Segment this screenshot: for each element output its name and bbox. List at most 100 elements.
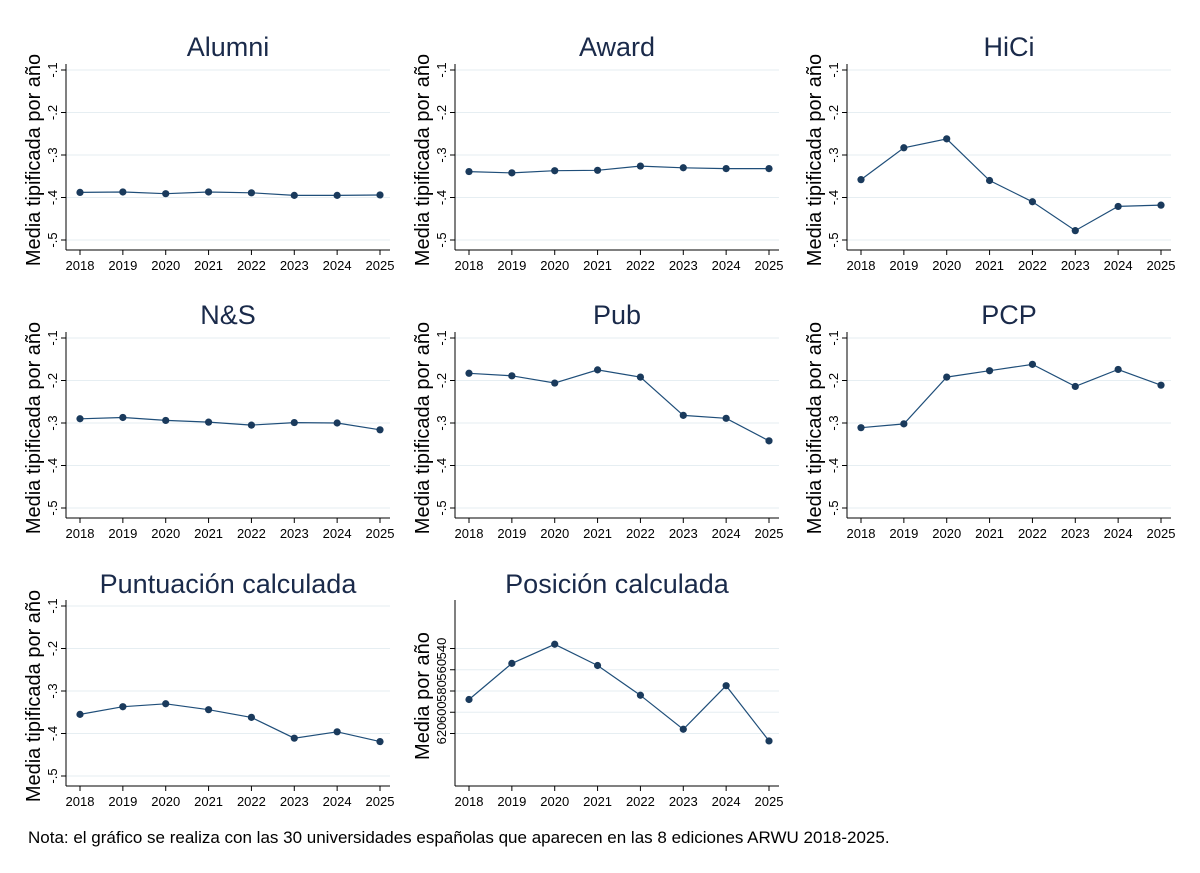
y-axis-label: Media tipificada por año <box>23 590 45 802</box>
data-point <box>551 379 559 387</box>
data-point <box>551 167 559 175</box>
y-axis-label: Media tipificada por año <box>804 322 826 534</box>
series-line <box>79 191 381 196</box>
data-point <box>722 414 730 422</box>
chart-panel-7: -.5 -.4 -.3 -.2 -.1 2018 2019 2020 2021 2022 2023 2… <box>23 569 394 809</box>
x-tick-label: 2022 <box>1018 258 1047 273</box>
x-tick-label: 2020 <box>151 526 180 541</box>
data-point <box>204 418 213 426</box>
data-point <box>593 366 602 374</box>
chart-title: Award <box>579 32 655 62</box>
x-tick-label: 2019 <box>889 526 918 541</box>
x-tick-label: 2018 <box>455 794 484 809</box>
data-point <box>247 421 256 429</box>
chart-panel-2: -.5 -.4 -.3 -.2 -.1 2018 2019 2020 2021 2022 2023 2… <box>412 32 783 273</box>
data-point <box>636 162 645 170</box>
x-tick-label: 2025 <box>366 794 395 809</box>
data-point <box>679 164 687 172</box>
y-tick-label: -.1 <box>434 330 449 345</box>
data-point <box>333 419 341 427</box>
data-point <box>465 167 473 176</box>
y-tick-label: -.2 <box>434 105 449 120</box>
x-tick-label: 2023 <box>1061 258 1090 273</box>
y-tick-label: -.3 <box>45 147 60 162</box>
data-point <box>1114 365 1122 374</box>
x-tick-label: 2022 <box>237 258 266 273</box>
y-tick-label: -.2 <box>434 373 449 388</box>
data-point <box>508 659 516 667</box>
x-tick-label: 2025 <box>1147 258 1176 273</box>
data-point <box>722 165 730 173</box>
y-tick-label: -.1 <box>826 62 841 77</box>
x-tick-label: 2023 <box>280 794 309 809</box>
series-line <box>468 369 770 442</box>
data-point <box>247 189 256 197</box>
y-axis-label: Media tipificada por año <box>412 54 434 266</box>
y-tick-label: -.1 <box>45 62 60 77</box>
data-point <box>76 188 84 196</box>
x-tick-label: 2022 <box>626 258 655 273</box>
data-point <box>162 700 170 708</box>
data-point <box>119 188 127 196</box>
data-point <box>162 416 170 425</box>
y-tick-label: -.4 <box>434 458 449 473</box>
data-point <box>119 413 127 422</box>
y-tick-label: -.1 <box>45 330 60 345</box>
y-tick-label: 620 <box>434 723 449 745</box>
x-tick-label: 2025 <box>755 794 784 809</box>
data-point <box>1114 202 1122 211</box>
series-line <box>79 703 381 743</box>
y-tick-label: -.3 <box>826 147 841 162</box>
data-point <box>679 725 687 733</box>
x-tick-label: 2018 <box>66 794 95 809</box>
x-tick-label: 2021 <box>194 794 223 809</box>
y-tick-label: -.4 <box>434 190 449 205</box>
y-tick-label: -.5 <box>434 500 449 515</box>
x-tick-label: 2023 <box>280 526 309 541</box>
data-point <box>1157 201 1165 209</box>
x-tick-label: 2023 <box>669 526 698 541</box>
x-tick-label: 2021 <box>975 526 1004 541</box>
y-tick-label: -.4 <box>826 458 841 473</box>
x-tick-label: 2018 <box>455 526 484 541</box>
x-tick-label: 2024 <box>1104 258 1133 273</box>
data-point <box>1028 198 1037 206</box>
chart-title: Alumni <box>187 32 270 62</box>
x-tick-label: 2022 <box>626 794 655 809</box>
data-point <box>551 640 559 648</box>
y-tick-label: -.2 <box>826 105 841 120</box>
x-tick-label: 2025 <box>755 526 784 541</box>
y-tick-label: -.3 <box>45 683 60 698</box>
data-point <box>465 695 473 704</box>
y-tick-label: -.5 <box>45 500 60 515</box>
series-line <box>468 643 770 742</box>
chart-title: HiCi <box>984 32 1035 62</box>
y-tick-label: -.1 <box>45 598 60 613</box>
data-point <box>765 737 773 745</box>
x-tick-label: 2018 <box>66 258 95 273</box>
x-tick-label: 2021 <box>194 526 223 541</box>
data-point <box>1157 381 1165 389</box>
x-tick-label: 2022 <box>1018 526 1047 541</box>
data-point <box>290 418 298 427</box>
chart-title: N&S <box>200 300 256 330</box>
data-point <box>76 710 84 718</box>
x-tick-label: 2025 <box>1147 526 1176 541</box>
series-line <box>468 165 769 174</box>
x-tick-label: 2023 <box>669 794 698 809</box>
x-tick-label: 2021 <box>583 794 612 809</box>
y-tick-label: -.2 <box>45 373 60 388</box>
x-tick-label: 2024 <box>712 794 741 809</box>
chart-title: PCP <box>981 300 1037 330</box>
data-point <box>376 737 384 746</box>
chart-panel-4: -.5 -.4 -.3 -.2 -.1 2018 2019 2020 2021 2022 2023 2… <box>23 300 394 541</box>
y-axis-label: Media tipificada por año <box>412 322 434 534</box>
x-tick-label: 2020 <box>540 526 569 541</box>
data-point <box>376 191 384 199</box>
y-tick-label: -.5 <box>45 232 60 247</box>
data-point <box>900 144 908 152</box>
x-tick-label: 2020 <box>540 258 569 273</box>
data-point <box>204 188 213 196</box>
y-axis-label: Media tipificada por año <box>23 54 45 266</box>
